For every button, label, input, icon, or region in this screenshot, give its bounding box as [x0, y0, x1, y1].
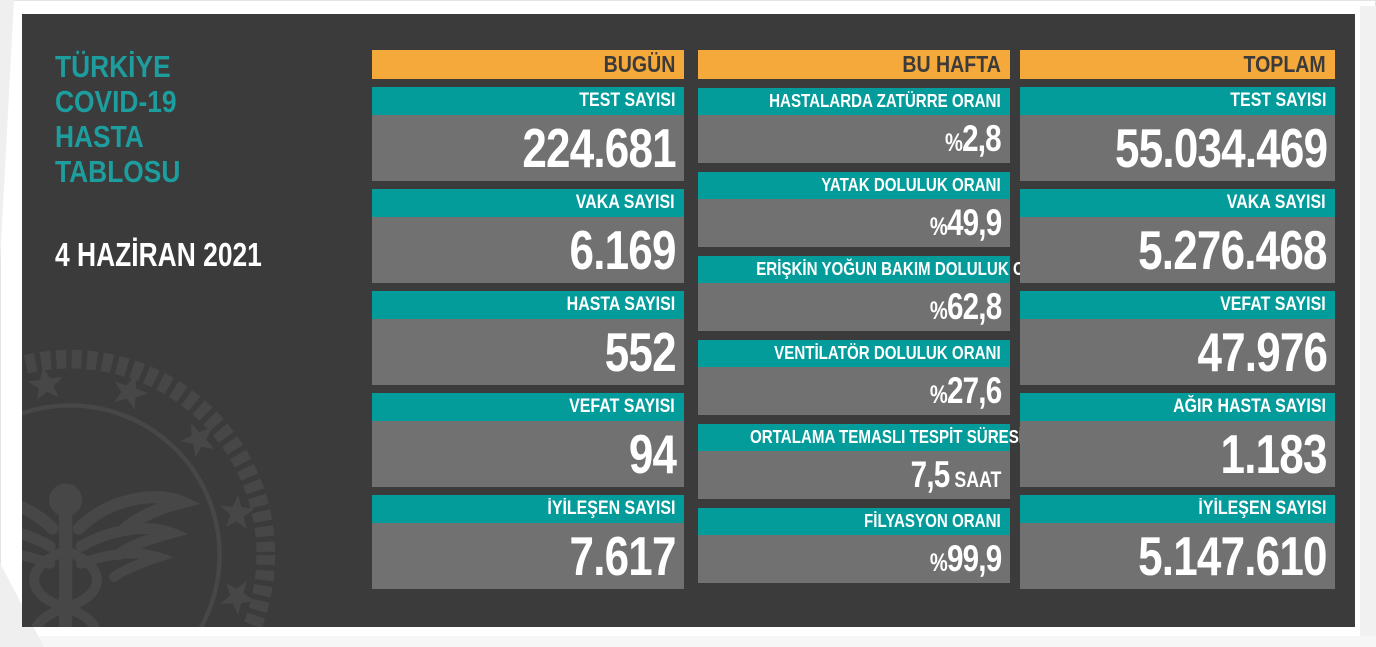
- stat-block: HASTA SAYISI 552: [372, 291, 684, 385]
- stat-block: VENTİLATÖR DOLULUK ORANI %27,6: [698, 340, 1010, 415]
- stat-label: VAKA SAYISI: [372, 189, 684, 217]
- stat-value: %99,9: [698, 535, 1010, 583]
- stat-value: 1.183: [1020, 421, 1335, 487]
- stat-value: 5.276.468: [1020, 217, 1335, 283]
- stat-label: TEST SAYISI: [1020, 87, 1335, 115]
- page-edge-decoration-left-top: [0, 0, 14, 262]
- stat-label: HASTA SAYISI: [372, 291, 684, 319]
- title-line-2: COVID-19: [55, 84, 177, 119]
- stat-label: YATAK DOLULUK ORANI: [698, 172, 1010, 199]
- unit-label: SAAT: [949, 467, 1001, 492]
- column-header-total: TOPLAM: [1020, 50, 1335, 79]
- stat-value: 94: [372, 421, 684, 487]
- dashboard-panel: TÜRKİYE COVID-19 HASTA TABLOSU 4 HAZİRAN…: [22, 14, 1355, 627]
- percent-sign: %: [945, 129, 963, 157]
- title-line-4: TABLOSU: [55, 154, 181, 189]
- stat-value: 6.169: [372, 217, 684, 283]
- column-total: TOPLAM TEST SAYISI 55.034.469 VAKA SAYISI 5…: [1020, 50, 1335, 589]
- stat-label: VAKA SAYISI: [1020, 189, 1335, 217]
- stat-label: VEFAT SAYISI: [1020, 291, 1335, 319]
- percent-sign: %: [929, 381, 947, 409]
- stat-value: %62,8: [698, 283, 1010, 331]
- column-today: BUGÜN TEST SAYISI 224.681 VAKA SAYISI 6.169…: [372, 50, 684, 589]
- stat-label: ORTALAMA TEMASLI TESPİT SÜRESİ: [698, 424, 1023, 451]
- stat-value: 7.617: [372, 523, 684, 589]
- stat-label: İYİLEŞEN SAYISI: [372, 495, 684, 523]
- stat-block: TEST SAYISI 55.034.469: [1020, 87, 1335, 181]
- stat-block: VEFAT SAYISI 94: [372, 393, 684, 487]
- stat-label: HASTALARDA ZATÜRRE ORANI: [698, 88, 1010, 115]
- stat-value: %2,8: [698, 115, 1010, 163]
- stat-block: ERİŞKİN YOĞUN BAKIM DOLULUK ORANI %62,8: [698, 256, 1062, 331]
- stat-value: 7,5 SAAT: [698, 451, 1010, 499]
- stat-label: ERİŞKİN YOĞUN BAKIM DOLULUK ORANI: [698, 256, 1062, 283]
- stat-block: VEFAT SAYISI 47.976: [1020, 291, 1335, 385]
- stat-value: 55.034.469: [1020, 115, 1335, 181]
- percent-sign: %: [929, 213, 947, 241]
- health-ministry-emblem-icon: [22, 349, 276, 627]
- stat-block: VAKA SAYISI 6.169: [372, 189, 684, 283]
- stat-value: 224.681: [372, 115, 684, 181]
- column-this-week: BU HAFTA HASTALARDA ZATÜRRE ORANI %2,8 YAT…: [698, 50, 1062, 583]
- stat-block: İYİLEŞEN SAYISI 7.617: [372, 495, 684, 589]
- stat-value: 47.976: [1020, 319, 1335, 385]
- title-line-1: TÜRKİYE: [55, 49, 171, 84]
- stat-value: %27,6: [698, 367, 1010, 415]
- stat-value: %49,9: [698, 199, 1010, 247]
- stat-label: TEST SAYISI: [372, 87, 684, 115]
- stat-label: FİLYASYON ORANI: [698, 508, 1010, 535]
- stat-block: AĞIR HASTA SAYISI 1.183: [1020, 393, 1335, 487]
- page-edge-decoration-right: [1360, 6, 1376, 647]
- stat-block: YATAK DOLULUK ORANI %49,9: [698, 172, 1010, 247]
- stat-block: TEST SAYISI 224.681: [372, 87, 684, 181]
- stat-block: HASTALARDA ZATÜRRE ORANI %2,8: [698, 88, 1010, 163]
- stat-value: 5.147.610: [1020, 523, 1335, 589]
- stat-block: FİLYASYON ORANI %99,9: [698, 508, 1010, 583]
- title-line-3: HASTA: [55, 119, 144, 154]
- stat-label: İYİLEŞEN SAYISI: [1020, 495, 1335, 523]
- column-header-this-week: BU HAFTA: [698, 50, 1010, 79]
- stat-block: İYİLEŞEN SAYISI 5.147.610: [1020, 495, 1335, 589]
- stat-label: VENTİLATÖR DOLULUK ORANI: [698, 340, 1010, 367]
- percent-sign: %: [929, 549, 947, 577]
- stat-block: ORTALAMA TEMASLI TESPİT SÜRESİ 7,5 SAAT: [698, 424, 1023, 499]
- dashboard-title: TÜRKİYE COVID-19 HASTA TABLOSU: [55, 49, 203, 189]
- report-date: 4 HAZİRAN 2021: [55, 236, 262, 273]
- stat-label: AĞIR HASTA SAYISI: [1020, 393, 1335, 421]
- percent-sign: %: [929, 297, 947, 325]
- stat-value: 552: [372, 319, 684, 385]
- stat-block: VAKA SAYISI 5.276.468: [1020, 189, 1335, 283]
- stat-label: VEFAT SAYISI: [372, 393, 684, 421]
- page-edge-decoration-bottom: [0, 636, 1376, 647]
- column-header-today: BUGÜN: [372, 50, 684, 79]
